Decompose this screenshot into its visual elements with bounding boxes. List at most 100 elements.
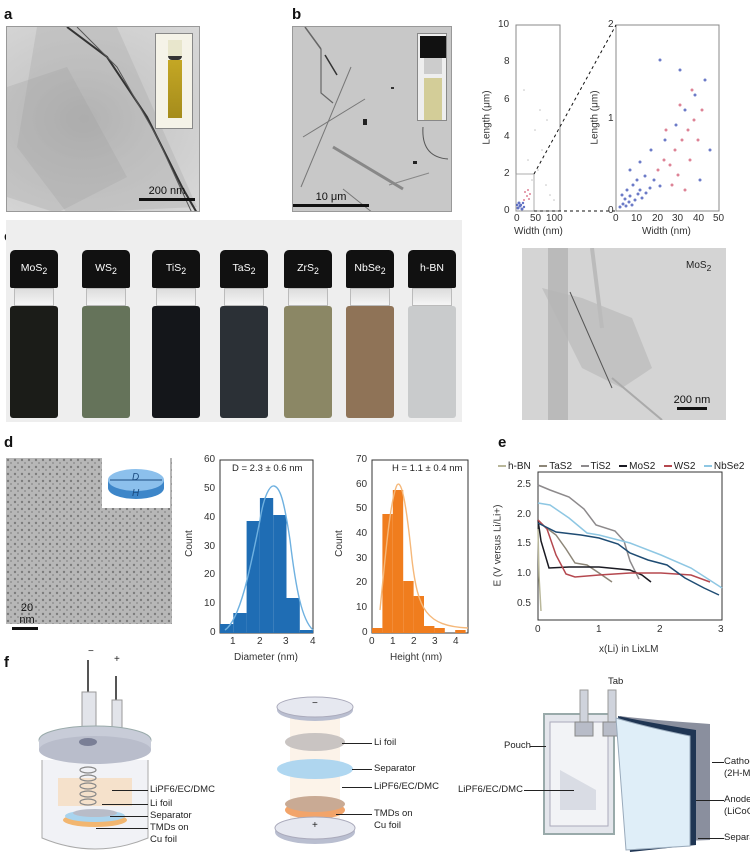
diameter-histogram: 60 50 40 30 20 10 0 1 2 3 4 Count Diamet… xyxy=(180,450,330,663)
label-li-foil: Li foil xyxy=(150,798,173,809)
y-tick: 0 xyxy=(210,627,216,638)
panel-label-b: b xyxy=(292,6,302,23)
x-tick: 0 xyxy=(514,213,520,224)
label-electrolyte: LiPF6/EC/DMC xyxy=(458,784,523,795)
x-tick: 2 xyxy=(257,636,263,647)
y-tick: 40 xyxy=(356,528,368,539)
vial-inset-pale xyxy=(417,33,447,121)
coin-svg xyxy=(274,696,356,844)
x-tick: 2 xyxy=(657,624,663,635)
y-tick: 0.5 xyxy=(517,598,531,609)
height-histogram: 70 60 50 40 30 20 10 0 0 1 2 3 4 Count H… xyxy=(330,450,490,663)
discharge-curves-chart: 2.5 2.0 1.5 1.0 0.5 0 1 2 3 E (V versus … xyxy=(492,470,750,670)
height-label: H xyxy=(132,488,140,499)
x-axis-title: Width (nm) xyxy=(514,226,563,237)
tem-image-a: 200 nm xyxy=(6,26,200,212)
label-electrolyte: LiPF6/EC/DMC xyxy=(150,784,215,795)
tem-image-b: 10 μm xyxy=(292,26,452,212)
disc-inset: D H xyxy=(102,458,170,508)
legend-hbn: h-BN xyxy=(498,461,531,472)
minus-terminal-label: − xyxy=(312,698,318,709)
coin-cell-diagram: − + Li foil Separator LiPF6/EC/DMC TMDs … xyxy=(260,680,480,856)
scale-bar-a: 200 nm xyxy=(139,185,195,201)
beaker-cell-diagram: − + LiPF6/EC/DMC Li foil Separator TMDs … xyxy=(0,646,260,856)
vial-photo: MoS2 WS2 TiS2 TaS2 ZrS2 NbSe2 h-BN xyxy=(6,220,462,422)
y-tick: 8 xyxy=(504,56,510,67)
x-axis-title: Width (nm) xyxy=(642,226,691,237)
panel-label-a: a xyxy=(4,6,13,23)
x-tick: 0 xyxy=(369,636,375,647)
legend-nbse2: NbSe2 xyxy=(703,461,744,472)
x-tick: 30 xyxy=(672,213,684,224)
hist-svg xyxy=(219,459,314,634)
scale-bar-b: 10 μm xyxy=(293,191,369,207)
label-separator: Separator xyxy=(150,810,192,821)
x-tick: 100 xyxy=(546,213,563,224)
flake-texture xyxy=(7,27,198,211)
y-axis-title: Length (μm) xyxy=(481,90,493,145)
pouch-svg xyxy=(543,689,710,852)
flake-texture xyxy=(542,248,663,420)
scatter-svg xyxy=(515,24,720,212)
x-tick: 10 xyxy=(631,213,643,224)
x-tick: 4 xyxy=(310,636,316,647)
vial-inset-yellow xyxy=(155,33,193,129)
x-axis-title: Diameter (nm) xyxy=(234,652,298,663)
line-chart-svg xyxy=(537,471,723,621)
legend-mos2: MoS2 xyxy=(619,461,655,472)
y-tick: 20 xyxy=(356,577,368,588)
y-axis-title: Count xyxy=(183,530,195,557)
y-tick: 30 xyxy=(356,553,368,564)
y-tick: 6 xyxy=(504,94,510,105)
legend-tis2: TiS2 xyxy=(580,461,611,472)
panel-label-f: f xyxy=(4,654,9,671)
y-tick: 1.5 xyxy=(517,538,531,549)
label-pouch: Pouch xyxy=(504,740,531,751)
x-tick: 0 xyxy=(535,624,541,635)
vial-tis2: TiS2 xyxy=(150,250,202,420)
y-tick: 4 xyxy=(504,131,510,142)
x-tick: 1 xyxy=(230,636,236,647)
label-electrolyte: LiPF6/EC/DMC xyxy=(374,781,439,792)
y-tick: 60 xyxy=(204,454,216,465)
disc-icon xyxy=(108,469,164,499)
y-tick: 2 xyxy=(504,168,510,179)
y-tick: 10 xyxy=(498,19,510,30)
x-tick: 1 xyxy=(390,636,396,647)
y-tick: 30 xyxy=(204,541,216,552)
minus-terminal-label: − xyxy=(88,646,94,657)
diameter-label: D xyxy=(132,472,140,483)
y-tick: 0 xyxy=(362,627,368,638)
label-anode-material: (LiCoO2) xyxy=(724,806,750,817)
y-tick: 2 xyxy=(608,19,614,30)
panel-label-d: d xyxy=(4,434,14,451)
legend-ws2: WS2 xyxy=(663,461,695,472)
label-tab: Tab xyxy=(608,676,624,687)
vial-mos2: MoS2 xyxy=(8,250,60,420)
tem-image-mos2: MoS2 200 nm xyxy=(522,248,726,420)
legend-tas2: TaS2 xyxy=(539,461,572,472)
y-tick: 70 xyxy=(356,454,368,465)
tem-image-quantum-dots: D H 20 nm xyxy=(6,458,172,630)
y-tick: 1 xyxy=(608,113,614,124)
y-tick: 20 xyxy=(204,569,216,580)
label-cathode-material: (2H-MoS2) xyxy=(724,768,750,779)
x-tick: 4 xyxy=(453,636,459,647)
hist-svg xyxy=(371,459,469,634)
x-tick: 3 xyxy=(718,624,724,635)
label-separator: Separator xyxy=(374,763,416,774)
y-axis-title: Length (μm) xyxy=(589,90,601,145)
vial-zrs2: ZrS2 xyxy=(282,250,334,420)
y-tick: 50 xyxy=(204,483,216,494)
pouch-cell-diagram: Tab Pouch LiPF6/EC/DMC Cathode (2H-MoS2)… xyxy=(420,676,750,856)
x-tick: 20 xyxy=(652,213,664,224)
y-tick: 10 xyxy=(356,602,368,613)
hist-annotation: H = 1.1 ± 0.4 nm xyxy=(392,463,463,474)
y-tick: 2.0 xyxy=(517,509,531,520)
x-tick: 40 xyxy=(693,213,705,224)
y-tick: 10 xyxy=(204,598,216,609)
y-axis-title: E (V versus Li/Li+) xyxy=(492,504,504,587)
x-tick: 50 xyxy=(713,213,725,224)
vial-tas2: TaS2 xyxy=(218,250,270,420)
y-tick: 2.5 xyxy=(517,479,531,490)
